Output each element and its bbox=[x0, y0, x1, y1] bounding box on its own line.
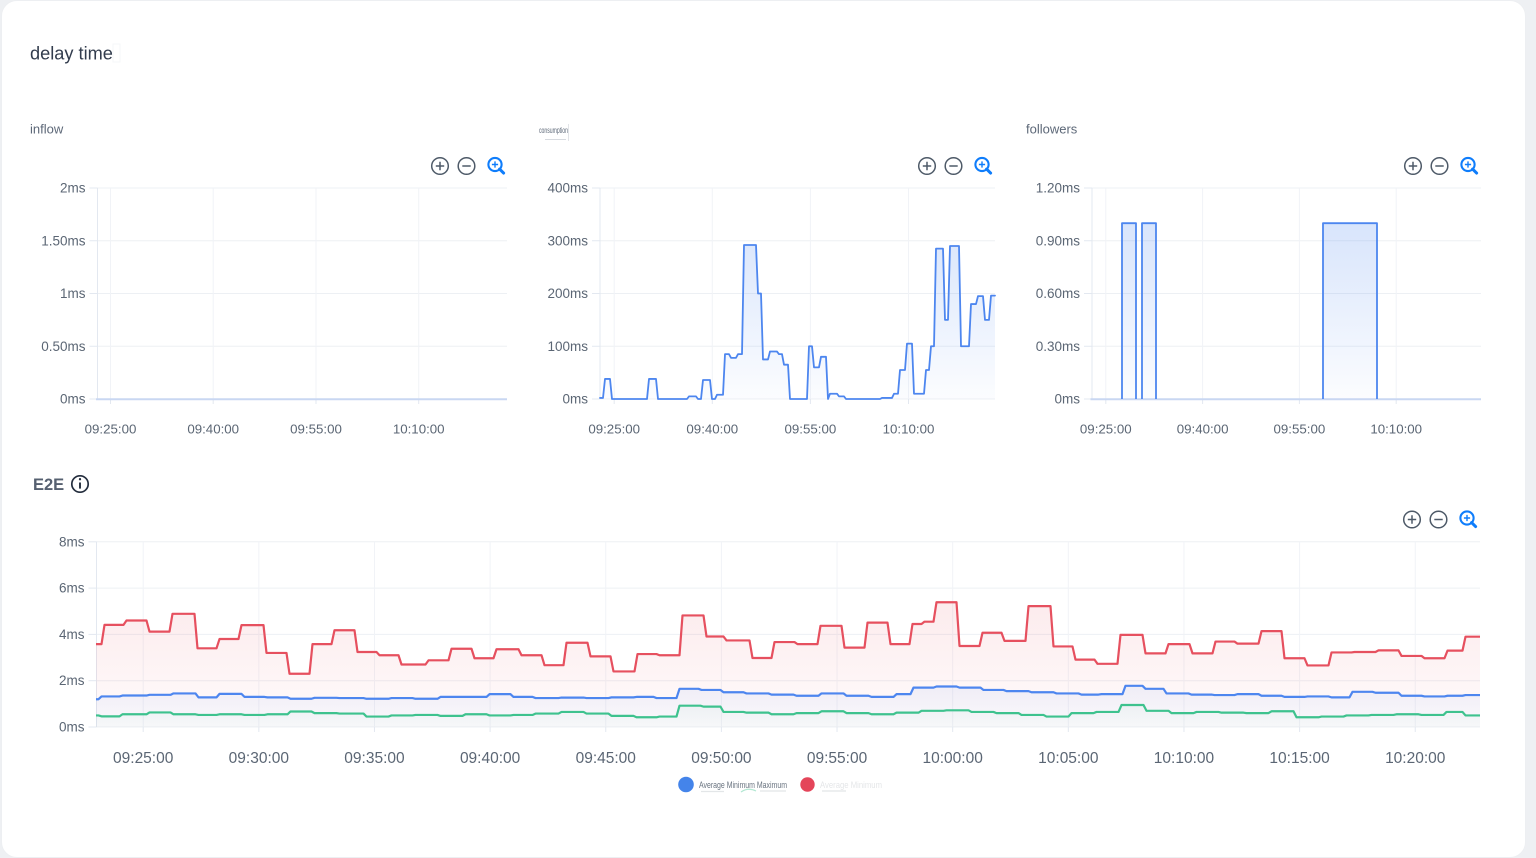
svg-text:E2E: E2E bbox=[33, 476, 64, 494]
svg-text:09:55:00: 09:55:00 bbox=[785, 422, 837, 437]
svg-text:2ms: 2ms bbox=[59, 673, 85, 688]
svg-text:2ms: 2ms bbox=[60, 181, 86, 196]
svg-text:4ms: 4ms bbox=[59, 627, 85, 642]
svg-text:10:15:00: 10:15:00 bbox=[1269, 750, 1330, 767]
svg-text:09:45:00: 09:45:00 bbox=[576, 750, 637, 767]
svg-text:09:35:00: 09:35:00 bbox=[344, 750, 405, 767]
svg-text:09:40:00: 09:40:00 bbox=[460, 750, 521, 767]
svg-text:09:55:00: 09:55:00 bbox=[1274, 422, 1326, 437]
svg-text:0ms: 0ms bbox=[60, 392, 86, 407]
svg-text:09:55:00: 09:55:00 bbox=[807, 750, 868, 767]
svg-text:200ms: 200ms bbox=[547, 286, 588, 301]
svg-text:0.90ms: 0.90ms bbox=[1036, 233, 1081, 248]
svg-text:10:10:00: 10:10:00 bbox=[883, 422, 935, 437]
svg-text:0ms: 0ms bbox=[1054, 392, 1080, 407]
svg-text:09:25:00: 09:25:00 bbox=[113, 750, 174, 767]
svg-text:09:30:00: 09:30:00 bbox=[229, 750, 290, 767]
svg-text:1.20ms: 1.20ms bbox=[1036, 181, 1081, 196]
svg-text:0.30ms: 0.30ms bbox=[1036, 339, 1081, 354]
svg-text:09:40:00: 09:40:00 bbox=[1177, 422, 1229, 437]
svg-text:0ms: 0ms bbox=[562, 392, 588, 407]
svg-text:0.60ms: 0.60ms bbox=[1036, 286, 1081, 301]
svg-text:Average Minimum Maximum: Average Minimum Maximum bbox=[699, 780, 787, 791]
svg-text:300ms: 300ms bbox=[547, 233, 588, 248]
svg-text:09:25:00: 09:25:00 bbox=[588, 422, 640, 437]
svg-text:delay time: delay time bbox=[30, 44, 113, 64]
svg-text:10:20:00: 10:20:00 bbox=[1385, 750, 1446, 767]
svg-text:100ms: 100ms bbox=[547, 339, 588, 354]
svg-text:0ms: 0ms bbox=[59, 720, 85, 735]
svg-text:1.50ms: 1.50ms bbox=[41, 233, 86, 248]
svg-text:09:50:00: 09:50:00 bbox=[691, 750, 752, 767]
svg-text:10:10:00: 10:10:00 bbox=[1154, 750, 1215, 767]
svg-text:09:40:00: 09:40:00 bbox=[187, 422, 239, 437]
svg-text:09:40:00: 09:40:00 bbox=[686, 422, 738, 437]
svg-text:6ms: 6ms bbox=[59, 581, 85, 596]
svg-text:09:25:00: 09:25:00 bbox=[85, 422, 137, 437]
svg-text:09:25:00: 09:25:00 bbox=[1080, 422, 1132, 437]
svg-text:Average Minimum: Average Minimum bbox=[820, 780, 882, 791]
svg-text:09:55:00: 09:55:00 bbox=[290, 422, 342, 437]
svg-text:10:00:00: 10:00:00 bbox=[923, 750, 984, 767]
svg-text:10:10:00: 10:10:00 bbox=[393, 422, 445, 437]
svg-text:10:05:00: 10:05:00 bbox=[1038, 750, 1099, 767]
svg-text:1ms: 1ms bbox=[60, 286, 86, 301]
svg-text:10:10:00: 10:10:00 bbox=[1370, 422, 1422, 437]
svg-text:consumption: consumption bbox=[539, 126, 568, 135]
svg-text:0.50ms: 0.50ms bbox=[41, 339, 86, 354]
svg-text:400ms: 400ms bbox=[547, 181, 588, 196]
svg-text:followers: followers bbox=[1026, 122, 1078, 137]
svg-text:inflow: inflow bbox=[30, 122, 64, 137]
svg-text:8ms: 8ms bbox=[59, 534, 85, 549]
